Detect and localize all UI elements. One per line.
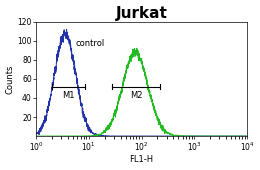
Y-axis label: Counts: Counts — [5, 64, 15, 94]
Text: control: control — [76, 39, 105, 48]
X-axis label: FL1-H: FL1-H — [129, 155, 154, 164]
Text: M1: M1 — [62, 91, 75, 100]
Text: M2: M2 — [130, 91, 142, 100]
Title: Jurkat: Jurkat — [116, 6, 167, 21]
